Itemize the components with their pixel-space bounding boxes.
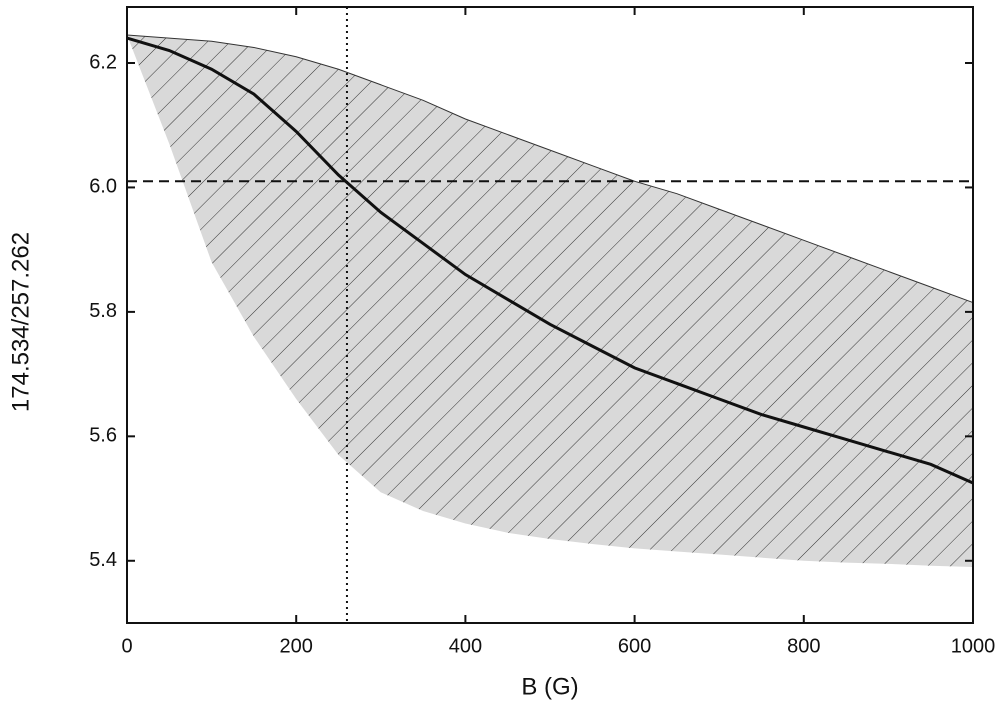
y-axis-label: 174.534/257.262 bbox=[7, 232, 34, 412]
x-tick-label: 400 bbox=[449, 635, 482, 657]
x-tick-label: 600 bbox=[618, 635, 651, 657]
y-tick-label: 6.2 bbox=[89, 51, 117, 73]
x-tick-label: 200 bbox=[280, 635, 313, 657]
x-tick-label: 0 bbox=[121, 635, 132, 657]
plot-frame bbox=[126, 6, 974, 624]
band-upper-edge bbox=[126, 34, 974, 304]
y-tick-label: 5.8 bbox=[89, 300, 117, 322]
uncertainty-band bbox=[127, 35, 973, 567]
y-tick-label: 5.4 bbox=[89, 549, 117, 571]
x-tick-label: 1000 bbox=[951, 635, 996, 657]
x-axis-label: B (G) bbox=[521, 673, 578, 700]
y-tick-label: 5.6 bbox=[89, 425, 117, 447]
y-tick-label: 6.0 bbox=[89, 176, 117, 198]
line-series bbox=[126, 36, 974, 485]
x-tick-label: 800 bbox=[787, 635, 820, 657]
